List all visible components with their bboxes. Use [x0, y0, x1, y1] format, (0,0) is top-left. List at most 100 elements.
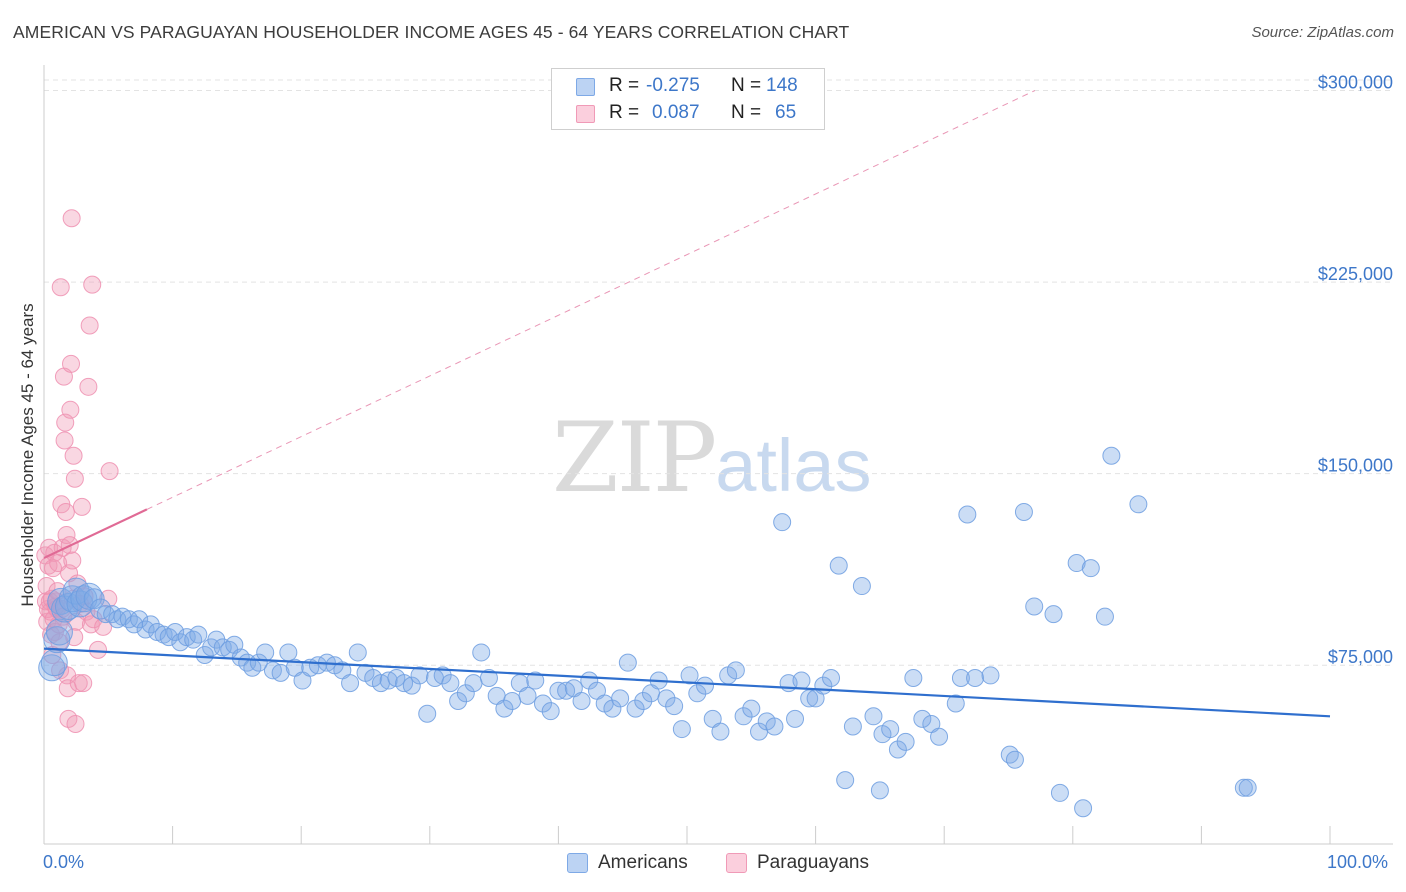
paraguayans-point	[62, 354, 81, 373]
americans-point	[503, 691, 522, 710]
americans-point	[634, 691, 653, 710]
y-tick-label: $75,000	[1328, 647, 1393, 667]
americans-point	[672, 720, 691, 739]
americans-point	[495, 699, 514, 718]
legend-n-label: N =	[731, 75, 762, 96]
paraguayans-point	[62, 209, 81, 228]
paraguayans-swatch	[576, 105, 595, 123]
legend-n-label: N =	[731, 102, 762, 123]
legend-r-label: R =	[609, 102, 640, 123]
y-tick-label: $150,000	[1318, 456, 1393, 476]
americans-point	[549, 681, 568, 700]
americans-point	[256, 643, 275, 662]
paraguayans-point	[63, 551, 82, 570]
americans-point	[341, 674, 360, 693]
americans-point	[418, 704, 437, 723]
y-tick-labels: $75,000 $150,000 $225,000 $300,000	[1318, 73, 1393, 668]
watermark-zip: ZIP	[552, 402, 717, 514]
paraguayans-trend-line	[43, 508, 148, 559]
americans-point	[189, 625, 208, 644]
americans-point	[688, 684, 707, 703]
americans-point	[786, 709, 805, 728]
americans-point	[1102, 446, 1121, 465]
americans-point	[696, 676, 715, 695]
grid-lines	[44, 79, 1393, 666]
correlation-legend: R = -0.275 N = 148 R = 0.087 N = 65	[551, 68, 825, 130]
americans-point	[45, 618, 73, 646]
paraguayans-point	[79, 377, 98, 396]
paraguayans-point	[100, 462, 119, 481]
americans-point	[1129, 495, 1148, 514]
americans-point	[166, 623, 185, 642]
americans-point	[1014, 502, 1033, 521]
americans-point	[136, 620, 155, 639]
americans-point	[479, 668, 498, 687]
americans-point	[541, 702, 560, 721]
paraguayans-point	[72, 497, 91, 516]
paraguayans-point	[57, 525, 76, 544]
americans-point	[680, 666, 699, 685]
paraguayans-point	[61, 400, 80, 419]
americans-point	[1000, 745, 1019, 764]
americans-point	[1074, 799, 1093, 818]
legend-r-label: R =	[609, 75, 640, 96]
americans-point	[1095, 607, 1114, 626]
y-tick-label: $300,000	[1318, 73, 1393, 93]
americans-point	[958, 505, 977, 524]
americans-point	[410, 666, 429, 685]
americans-point	[711, 722, 730, 741]
americans-point	[1025, 597, 1044, 616]
americans-point	[1234, 778, 1253, 797]
americans-point	[951, 668, 970, 687]
americans-point	[930, 727, 949, 746]
paraguayans-point	[55, 431, 74, 450]
americans-point	[852, 577, 871, 596]
americans-point	[896, 732, 915, 751]
axes	[43, 65, 1393, 845]
americans-point	[1005, 750, 1024, 769]
americans-point	[433, 666, 452, 685]
americans-point	[572, 691, 591, 710]
americans-point	[829, 556, 848, 575]
americans-point	[526, 671, 545, 690]
paraguayans-point	[69, 674, 88, 693]
x-tick-label-max: 100.0%	[1327, 852, 1389, 872]
americans-point	[981, 666, 1000, 685]
americans-point	[472, 643, 491, 662]
paraguayans-legend-swatch	[726, 853, 747, 873]
watermark-atlas: atlas	[715, 424, 872, 507]
americans-point	[864, 707, 883, 726]
paraguayans-point	[44, 559, 63, 578]
americans-point	[402, 676, 421, 695]
americans-point	[279, 643, 298, 662]
americans-point	[348, 643, 367, 662]
americans-point	[441, 674, 460, 693]
americans-point	[90, 598, 112, 620]
americans-point	[626, 699, 645, 718]
paraguayans-point	[66, 714, 85, 733]
americans-points	[38, 446, 1257, 818]
americans-legend-swatch	[567, 853, 588, 873]
paraguayans-n-value: 65	[775, 102, 797, 123]
americans-point	[464, 674, 483, 693]
americans-point	[533, 694, 552, 713]
americans-point	[141, 615, 160, 634]
paraguayans-trend-extension	[146, 90, 1036, 510]
paraguayans-point	[83, 275, 102, 294]
americans-point	[518, 686, 537, 705]
paraguayans-point	[56, 502, 75, 521]
americans-point	[888, 740, 907, 759]
americans-point	[726, 661, 745, 680]
americans-point	[40, 649, 68, 677]
americans-point	[1044, 605, 1063, 624]
americans-point	[119, 610, 138, 629]
americans-r-value: -0.275	[646, 75, 700, 96]
americans-point	[1067, 554, 1086, 573]
paraguayans-legend-label: Paraguayans	[757, 852, 869, 873]
americans-trend-line	[43, 647, 1331, 718]
americans-point	[603, 699, 622, 718]
americans-point	[765, 717, 784, 736]
americans-point	[966, 668, 985, 687]
x-tick-label-min: 0.0%	[43, 852, 85, 872]
